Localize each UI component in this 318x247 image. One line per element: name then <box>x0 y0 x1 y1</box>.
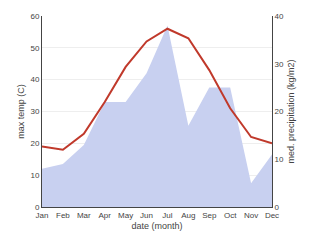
svg-text:10: 10 <box>30 171 39 180</box>
svg-text:Mar: Mar <box>77 211 91 220</box>
svg-text:date (month): date (month) <box>131 221 182 231</box>
svg-text:med. precipitation (kg/m2): med. precipitation (kg/m2) <box>286 59 296 163</box>
svg-text:0: 0 <box>35 203 40 212</box>
svg-text:50: 50 <box>30 44 39 53</box>
svg-text:Apr: Apr <box>99 211 112 220</box>
svg-text:40: 40 <box>275 12 284 21</box>
svg-text:40: 40 <box>30 75 39 84</box>
svg-text:30: 30 <box>275 60 284 69</box>
svg-text:Nov: Nov <box>244 211 258 220</box>
svg-text:20: 20 <box>275 107 284 116</box>
svg-text:0: 0 <box>275 203 280 212</box>
svg-text:10: 10 <box>275 155 284 164</box>
svg-text:20: 20 <box>30 139 39 148</box>
svg-text:Jan: Jan <box>36 211 49 220</box>
svg-text:Dec: Dec <box>265 211 279 220</box>
svg-text:Sep: Sep <box>202 211 217 220</box>
svg-text:Aug: Aug <box>181 211 195 220</box>
svg-text:Jun: Jun <box>140 211 153 220</box>
svg-text:Jul: Jul <box>162 211 172 220</box>
svg-text:Oct: Oct <box>224 211 237 220</box>
svg-text:max temp (C): max temp (C) <box>16 84 26 139</box>
svg-text:60: 60 <box>30 12 39 21</box>
svg-text:30: 30 <box>30 107 39 116</box>
svg-text:May: May <box>118 211 133 220</box>
svg-text:Feb: Feb <box>56 211 70 220</box>
